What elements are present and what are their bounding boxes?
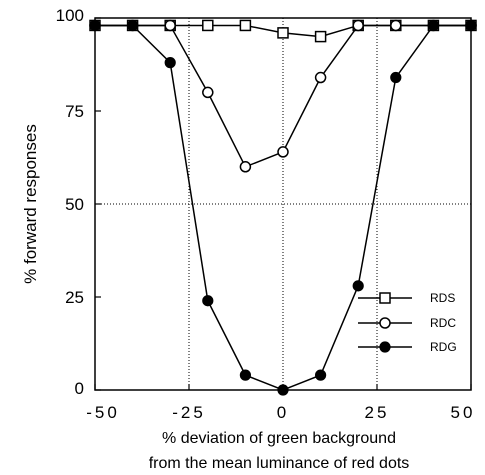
data-point-rdc	[352, 19, 364, 32]
y-tick-label: 75	[65, 102, 84, 121]
data-point-rdg	[164, 57, 176, 69]
reference-lines	[95, 18, 471, 390]
x-tick-label: -25	[172, 403, 206, 422]
data-point-rdc	[164, 19, 176, 32]
y-tick-label: 25	[65, 288, 84, 307]
data-point-rdc	[239, 161, 252, 173]
x-axis-label-line-2: from the mean luminance of red dots	[149, 455, 410, 472]
data-point-rdg	[202, 295, 214, 307]
legend-label-rdg: RDG	[430, 340, 457, 354]
data-point-rdc	[202, 86, 214, 99]
data-point-rdc	[314, 71, 327, 84]
y-tick-label: 0	[75, 379, 84, 398]
x-tick-labels: -50 -25 0 25 50	[86, 403, 476, 422]
data-point-rdg	[127, 19, 139, 32]
x-tick-label: -50	[86, 403, 120, 422]
x-tick-label: 0	[277, 403, 289, 422]
legend-marker-rdc	[379, 317, 391, 329]
data-point-rdg	[427, 19, 439, 32]
x-tick-label: 25	[365, 403, 390, 422]
legend-label-rds: RDS	[430, 291, 455, 305]
data-point-rdg	[352, 280, 364, 292]
axis-ticks	[94, 17, 472, 391]
data-point-rdc	[277, 146, 289, 158]
y-tick-label: 50	[65, 195, 84, 214]
data-point-rds	[202, 19, 214, 32]
data-point-rdc	[390, 19, 402, 32]
data-point-rds	[277, 27, 289, 39]
y-tick-label: 100	[56, 6, 84, 25]
legend: RDS RDC RDG	[358, 291, 457, 354]
x-tick-label: 50	[451, 403, 476, 422]
legend-marker-rdg	[379, 341, 391, 353]
data-point-rds	[239, 19, 252, 32]
data-point-rds	[314, 30, 327, 43]
data-point-rdg	[315, 369, 327, 381]
y-axis-label: % forward responses	[21, 124, 40, 284]
legend-label-rdc: RDC	[430, 316, 456, 330]
data-point-rdg	[390, 71, 402, 84]
x-axis-label-line-1: % deviation of green background	[162, 430, 396, 447]
data-point-rdg	[239, 369, 251, 381]
legend-marker-rds	[379, 292, 391, 304]
y-tick-labels: 0 25 50 75 100	[56, 6, 84, 398]
